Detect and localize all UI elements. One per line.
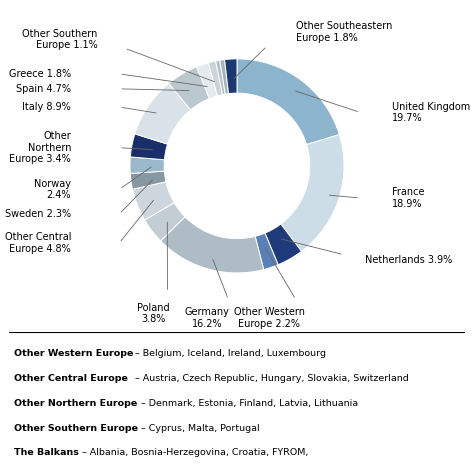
Text: United Kingdom
19.7%: United Kingdom 19.7% — [392, 101, 471, 123]
Wedge shape — [135, 83, 191, 144]
Text: France
18.9%: France 18.9% — [392, 187, 425, 209]
Text: Other
Northern
Europe 3.4%: Other Northern Europe 3.4% — [9, 131, 71, 164]
Text: Other Southeastern
Europe 1.8%: Other Southeastern Europe 1.8% — [296, 21, 392, 43]
Text: The Balkans: The Balkans — [14, 448, 79, 457]
Wedge shape — [281, 135, 344, 251]
Wedge shape — [225, 59, 237, 93]
Wedge shape — [208, 61, 222, 96]
Text: Other Central Europe: Other Central Europe — [14, 374, 128, 383]
Wedge shape — [145, 203, 185, 241]
Text: – Albania, Bosnia-Herzegovina, Croatia, FYROM,: – Albania, Bosnia-Herzegovina, Croatia, … — [79, 448, 309, 457]
Wedge shape — [216, 60, 225, 95]
Wedge shape — [133, 182, 174, 220]
Text: – Cyprus, Malta, Portugal: – Cyprus, Malta, Portugal — [138, 424, 260, 432]
Wedge shape — [130, 171, 166, 189]
Text: Germany
16.2%: Germany 16.2% — [184, 307, 229, 328]
Wedge shape — [265, 224, 301, 264]
Text: Other Western
Europe 2.2%: Other Western Europe 2.2% — [234, 307, 305, 328]
Text: Sweden 2.3%: Sweden 2.3% — [5, 209, 71, 219]
Text: Other Southern
Europe 1.1%: Other Southern Europe 1.1% — [22, 29, 98, 50]
Text: Norway
2.4%: Norway 2.4% — [34, 179, 71, 200]
Text: Other Western Europe: Other Western Europe — [14, 349, 133, 358]
Text: – Belgium, Iceland, Ireland, Luxembourg: – Belgium, Iceland, Ireland, Luxembourg — [132, 349, 326, 358]
Wedge shape — [130, 134, 167, 160]
Wedge shape — [237, 59, 339, 145]
Text: Spain 4.7%: Spain 4.7% — [16, 84, 71, 94]
Wedge shape — [161, 217, 264, 273]
Wedge shape — [169, 67, 210, 110]
Text: Other Southern Europe: Other Southern Europe — [14, 424, 138, 432]
Text: Other Northern Europe: Other Northern Europe — [14, 399, 137, 408]
Wedge shape — [197, 63, 218, 99]
Text: Poland
3.8%: Poland 3.8% — [137, 303, 170, 324]
Text: Other Central
Europe 4.8%: Other Central Europe 4.8% — [5, 232, 71, 254]
Wedge shape — [220, 60, 228, 94]
Wedge shape — [130, 157, 164, 173]
Text: – Austria, Czech Republic, Hungary, Slovakia, Switzerland: – Austria, Czech Republic, Hungary, Slov… — [132, 374, 409, 383]
Wedge shape — [255, 233, 278, 270]
Text: Netherlands 3.9%: Netherlands 3.9% — [365, 255, 453, 265]
Text: Greece 1.8%: Greece 1.8% — [9, 69, 71, 79]
Text: Italy 8.9%: Italy 8.9% — [22, 102, 71, 112]
Text: – Denmark, Estonia, Finland, Latvia, Lithuania: – Denmark, Estonia, Finland, Latvia, Lit… — [138, 399, 358, 408]
